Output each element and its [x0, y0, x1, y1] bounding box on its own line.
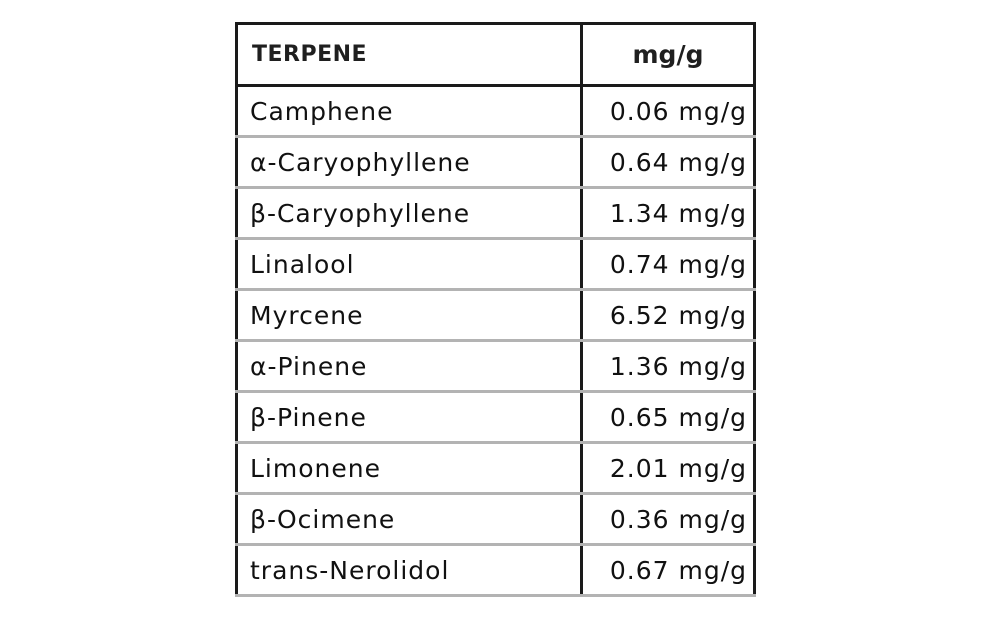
terpene-name-cell: Linalool	[235, 238, 583, 291]
terpene-value-cell: 6.52 mg/g	[580, 289, 756, 342]
terpene-name-cell: Myrcene	[235, 289, 583, 342]
header-terpene: TERPENE	[235, 22, 583, 87]
terpene-value-cell: 0.74 mg/g	[580, 238, 756, 291]
terpene-value-cell: 0.36 mg/g	[580, 493, 756, 546]
terpene-value-cell: 0.65 mg/g	[580, 391, 756, 444]
terpene-name-cell: β-Caryophyllene	[235, 187, 583, 240]
table-row: Limonene 2.01 mg/g	[235, 442, 756, 495]
terpene-name-cell: trans-Nerolidol	[235, 544, 583, 597]
terpene-name-cell: β-Ocimene	[235, 493, 583, 546]
terpene-name-cell: α-Pinene	[235, 340, 583, 393]
terpene-value-cell: 0.06 mg/g	[580, 85, 756, 138]
table-row: Camphene 0.06 mg/g	[235, 85, 756, 138]
terpene-name-cell: Limonene	[235, 442, 583, 495]
table-row: α-Pinene 1.36 mg/g	[235, 340, 756, 393]
terpene-table: TERPENE mg/g Camphene 0.06 mg/g α-Caryop…	[235, 22, 756, 597]
header-mg-per-g: mg/g	[580, 22, 756, 87]
terpene-value-cell: 0.67 mg/g	[580, 544, 756, 597]
table-row: α-Caryophyllene 0.64 mg/g	[235, 136, 756, 189]
terpene-name-cell: Camphene	[235, 85, 583, 138]
table-row: trans-Nerolidol 0.67 mg/g	[235, 544, 756, 597]
table-row: β-Pinene 0.65 mg/g	[235, 391, 756, 444]
terpene-table-container: TERPENE mg/g Camphene 0.06 mg/g α-Caryop…	[235, 22, 756, 597]
terpene-value-cell: 1.34 mg/g	[580, 187, 756, 240]
terpene-value-cell: 1.36 mg/g	[580, 340, 756, 393]
table-row: Myrcene 6.52 mg/g	[235, 289, 756, 342]
table-row: β-Caryophyllene 1.34 mg/g	[235, 187, 756, 240]
table-row: β-Ocimene 0.36 mg/g	[235, 493, 756, 546]
terpene-value-cell: 0.64 mg/g	[580, 136, 756, 189]
table-row: Linalool 0.74 mg/g	[235, 238, 756, 291]
table-header-row: TERPENE mg/g	[235, 22, 756, 87]
terpene-name-cell: β-Pinene	[235, 391, 583, 444]
terpene-name-cell: α-Caryophyllene	[235, 136, 583, 189]
terpene-value-cell: 2.01 mg/g	[580, 442, 756, 495]
